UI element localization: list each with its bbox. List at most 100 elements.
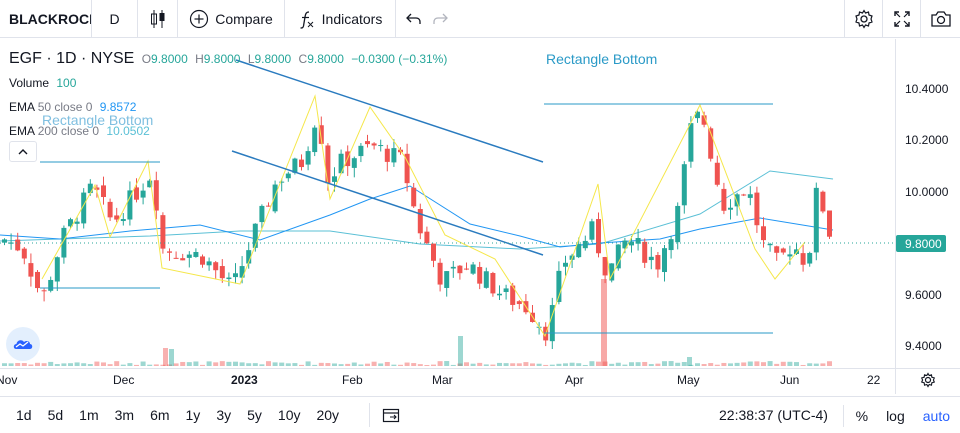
volume-bar: [523, 362, 529, 366]
snapshot-button[interactable]: [920, 0, 960, 38]
volume-bar: [549, 364, 555, 366]
ema200-legend[interactable]: EMA 200 close 0 10.0502: [9, 119, 447, 143]
volume-bar: [503, 363, 509, 366]
candle-body: [787, 254, 793, 257]
indicators-label: Indicators: [321, 10, 383, 27]
series-title: EGF · 1D · NYSE: [9, 50, 135, 67]
volume-bar: [708, 363, 714, 366]
volume-bar: [411, 363, 417, 366]
candle-body: [147, 180, 153, 188]
volume-bar: [687, 357, 692, 366]
symbol-search[interactable]: BLACKROCK: [0, 0, 92, 38]
auto-scale-toggle[interactable]: auto: [922, 407, 950, 424]
candle-body: [629, 241, 634, 246]
price-tick: 10.0000: [905, 185, 949, 199]
volume-bar: [662, 361, 667, 366]
volume-bar: [635, 362, 641, 366]
volume-bar: [444, 361, 450, 366]
redo-icon[interactable]: [431, 11, 449, 27]
log-scale-toggle[interactable]: log: [886, 407, 905, 424]
candle-body: [8, 242, 14, 244]
goto-date-button[interactable]: [369, 403, 400, 427]
volume-bar: [173, 363, 179, 366]
time-tick: May: [677, 373, 700, 387]
candle-body: [279, 181, 285, 183]
candle-body: [365, 141, 370, 145]
volume-bar: [272, 362, 278, 366]
low-value: 9.8000: [254, 52, 292, 66]
volume-bar: [292, 363, 298, 366]
volume-bar: [701, 364, 707, 366]
function-icon: [300, 10, 313, 29]
candle-body: [226, 277, 232, 280]
volume-bar: [266, 361, 271, 366]
volume-bar: [384, 361, 390, 366]
close-key: C: [298, 52, 308, 66]
candle-body: [582, 240, 588, 249]
volume-bar: [365, 363, 370, 366]
range-1m[interactable]: 1m: [79, 407, 99, 423]
trend-line: [231, 150, 544, 256]
compare-button[interactable]: Compare: [178, 0, 285, 38]
candle-body: [602, 257, 608, 276]
candle-body: [15, 239, 21, 251]
undo-icon[interactable]: [405, 11, 423, 27]
volume-bar: [655, 363, 661, 366]
volume-bar: [153, 364, 159, 366]
range-3m[interactable]: 3m: [114, 407, 135, 423]
ema200-value: 10.0502: [106, 124, 150, 138]
range-5y[interactable]: 5y: [247, 407, 262, 423]
volume-label: Volume: [9, 76, 50, 90]
indicators-button[interactable]: Indicators: [285, 0, 396, 38]
candle-body: [68, 219, 73, 227]
range-10y[interactable]: 10y: [277, 407, 301, 423]
range-6m[interactable]: 6m: [150, 407, 170, 423]
candle-body: [668, 239, 674, 251]
candle-body: [292, 158, 298, 173]
range-1y[interactable]: 1y: [185, 407, 201, 423]
range-5d[interactable]: 5d: [47, 407, 64, 423]
candle-body: [87, 183, 93, 194]
volume-bar: [601, 279, 607, 366]
volume-value: 100: [56, 76, 77, 90]
volume-bar: [622, 364, 628, 366]
fullscreen-button[interactable]: [882, 0, 920, 38]
collapse-legend-button[interactable]: [9, 141, 37, 162]
fullscreen-icon: [893, 11, 910, 27]
candle-body: [180, 258, 186, 261]
tradingview-logo[interactable]: [6, 327, 40, 361]
volume-bar: [305, 361, 311, 366]
candle-body: [483, 271, 489, 288]
volume-bar: [477, 362, 483, 366]
volume-bar: [794, 362, 799, 366]
axis-settings-icon[interactable]: [920, 372, 936, 388]
chart-pane[interactable]: 10.4000 10.2000 10.0000 9.6000 9.4000 9.…: [0, 39, 960, 394]
volume-bar: [569, 362, 575, 366]
price-chart[interactable]: 10.4000 10.2000 10.0000 9.6000 9.4000 9.…: [0, 39, 960, 394]
candle-body: [714, 162, 720, 185]
ema50-legend[interactable]: EMA 50 close 0 9.8572: [9, 95, 447, 119]
candle-body: [312, 127, 318, 153]
main-series-legend[interactable]: EGF · 1D · NYSE O9.8000 H9.8000 L9.8000 …: [9, 47, 447, 71]
volume-legend[interactable]: Volume 100: [9, 71, 447, 95]
time-tick: 2023: [231, 373, 258, 387]
volume-bar: [35, 362, 40, 366]
percent-scale-toggle[interactable]: %: [855, 407, 869, 424]
range-3y[interactable]: 3y: [216, 407, 232, 423]
candle-body: [556, 270, 562, 302]
range-1d[interactable]: 1d: [16, 407, 32, 423]
last-price-badge: [896, 235, 946, 252]
volume-bar: [648, 364, 654, 366]
candle-body: [576, 243, 582, 258]
volume-bar: [800, 364, 806, 366]
candle-body: [2, 239, 7, 243]
drawing-label: Rectangle Bottom: [42, 112, 153, 128]
change-value: −0.0300 (−0.31%): [351, 52, 448, 66]
candle-body: [444, 271, 450, 288]
timezone-clock[interactable]: 22:38:37 (UTC-4): [719, 407, 828, 423]
chart-type-button[interactable]: [138, 0, 178, 38]
range-20y[interactable]: 20y: [316, 407, 340, 423]
settings-button[interactable]: [844, 0, 882, 38]
interval-button[interactable]: D: [92, 0, 138, 38]
volume-bar: [609, 363, 615, 366]
